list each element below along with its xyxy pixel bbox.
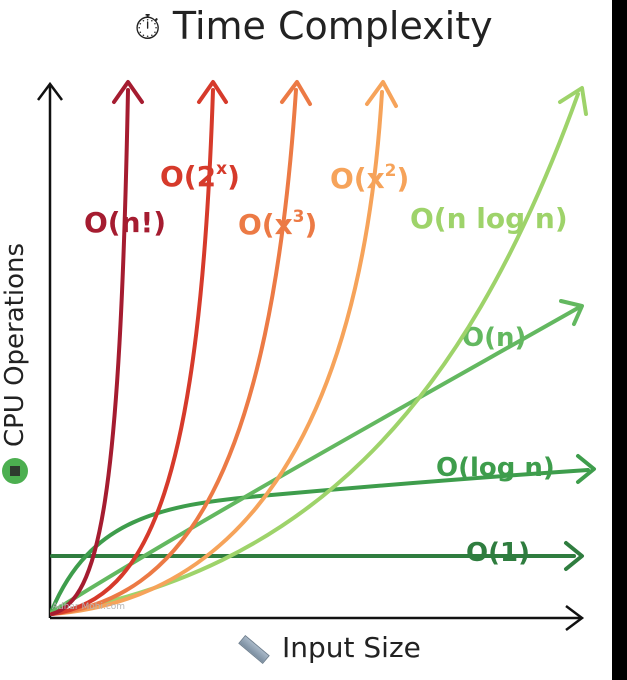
curve-arrowhead bbox=[559, 299, 584, 326]
x-axis-label-text: Input Size bbox=[282, 631, 421, 664]
curve-label-base: O(2 bbox=[160, 160, 216, 193]
curve-line bbox=[50, 90, 384, 616]
curve-o-n-factorial: O(n!) bbox=[50, 80, 166, 616]
curve-label-close: ) bbox=[227, 160, 240, 193]
curve-arrowhead bbox=[558, 86, 588, 116]
page-title: ⏱ Time Complexity bbox=[0, 4, 627, 48]
curve-label-close: ) bbox=[397, 162, 410, 195]
curve-label-sup: x bbox=[216, 159, 227, 179]
curve-label-close: ) bbox=[305, 208, 318, 241]
curve-label-sup: 2 bbox=[385, 161, 397, 181]
x-axis-label: Input Size bbox=[238, 631, 421, 664]
cpu-chip-icon bbox=[2, 458, 28, 484]
curve-label-base: O(x bbox=[330, 162, 385, 195]
y-axis bbox=[37, 81, 63, 618]
curve-line bbox=[50, 468, 590, 612]
y-axis-arrowhead bbox=[37, 81, 63, 101]
curve-o-log-n: O(log n) bbox=[50, 453, 596, 612]
curve-label-base: O(x bbox=[238, 208, 293, 241]
curve-o-x-cubed: O(x3) bbox=[50, 80, 317, 616]
curve-arrowhead bbox=[280, 80, 312, 106]
curve-label: O(x3) bbox=[238, 207, 317, 241]
x-axis-arrowhead bbox=[565, 605, 585, 631]
curve-label-sup: 3 bbox=[293, 207, 305, 227]
watermark: Adhar Mohi.com bbox=[52, 602, 126, 612]
curve-arrowhead bbox=[564, 541, 584, 571]
curve-label: O(1) bbox=[466, 538, 530, 568]
title-text: Time Complexity bbox=[172, 4, 493, 48]
curve-line bbox=[50, 88, 130, 616]
curve-line bbox=[50, 88, 215, 616]
curve-arrowhead bbox=[197, 80, 228, 104]
x-axis bbox=[50, 605, 585, 631]
curve-line bbox=[50, 306, 580, 614]
curve-o-1: O(1) bbox=[50, 538, 584, 571]
curve-label: O(2x) bbox=[160, 159, 240, 193]
ruler-icon bbox=[238, 634, 270, 664]
curve-label: O(log n) bbox=[436, 453, 555, 483]
curve-label: O(n) bbox=[462, 323, 526, 353]
curve-label: O(n!) bbox=[84, 206, 166, 239]
curve-arrowhead bbox=[576, 454, 596, 484]
curve-label: O(n log n) bbox=[410, 202, 568, 235]
curve-line bbox=[50, 88, 298, 616]
curve-arrowhead bbox=[112, 80, 144, 104]
image-border bbox=[612, 0, 627, 680]
curve-o-x-squared: O(x2) bbox=[50, 80, 409, 616]
curve-arrowhead bbox=[365, 80, 398, 108]
curve-label: O(x2) bbox=[330, 161, 409, 195]
curve-o-2-x: O(2x) bbox=[50, 80, 240, 616]
stopwatch-icon: ⏱ bbox=[134, 8, 161, 48]
curve-o-n: O(n) bbox=[50, 299, 584, 614]
